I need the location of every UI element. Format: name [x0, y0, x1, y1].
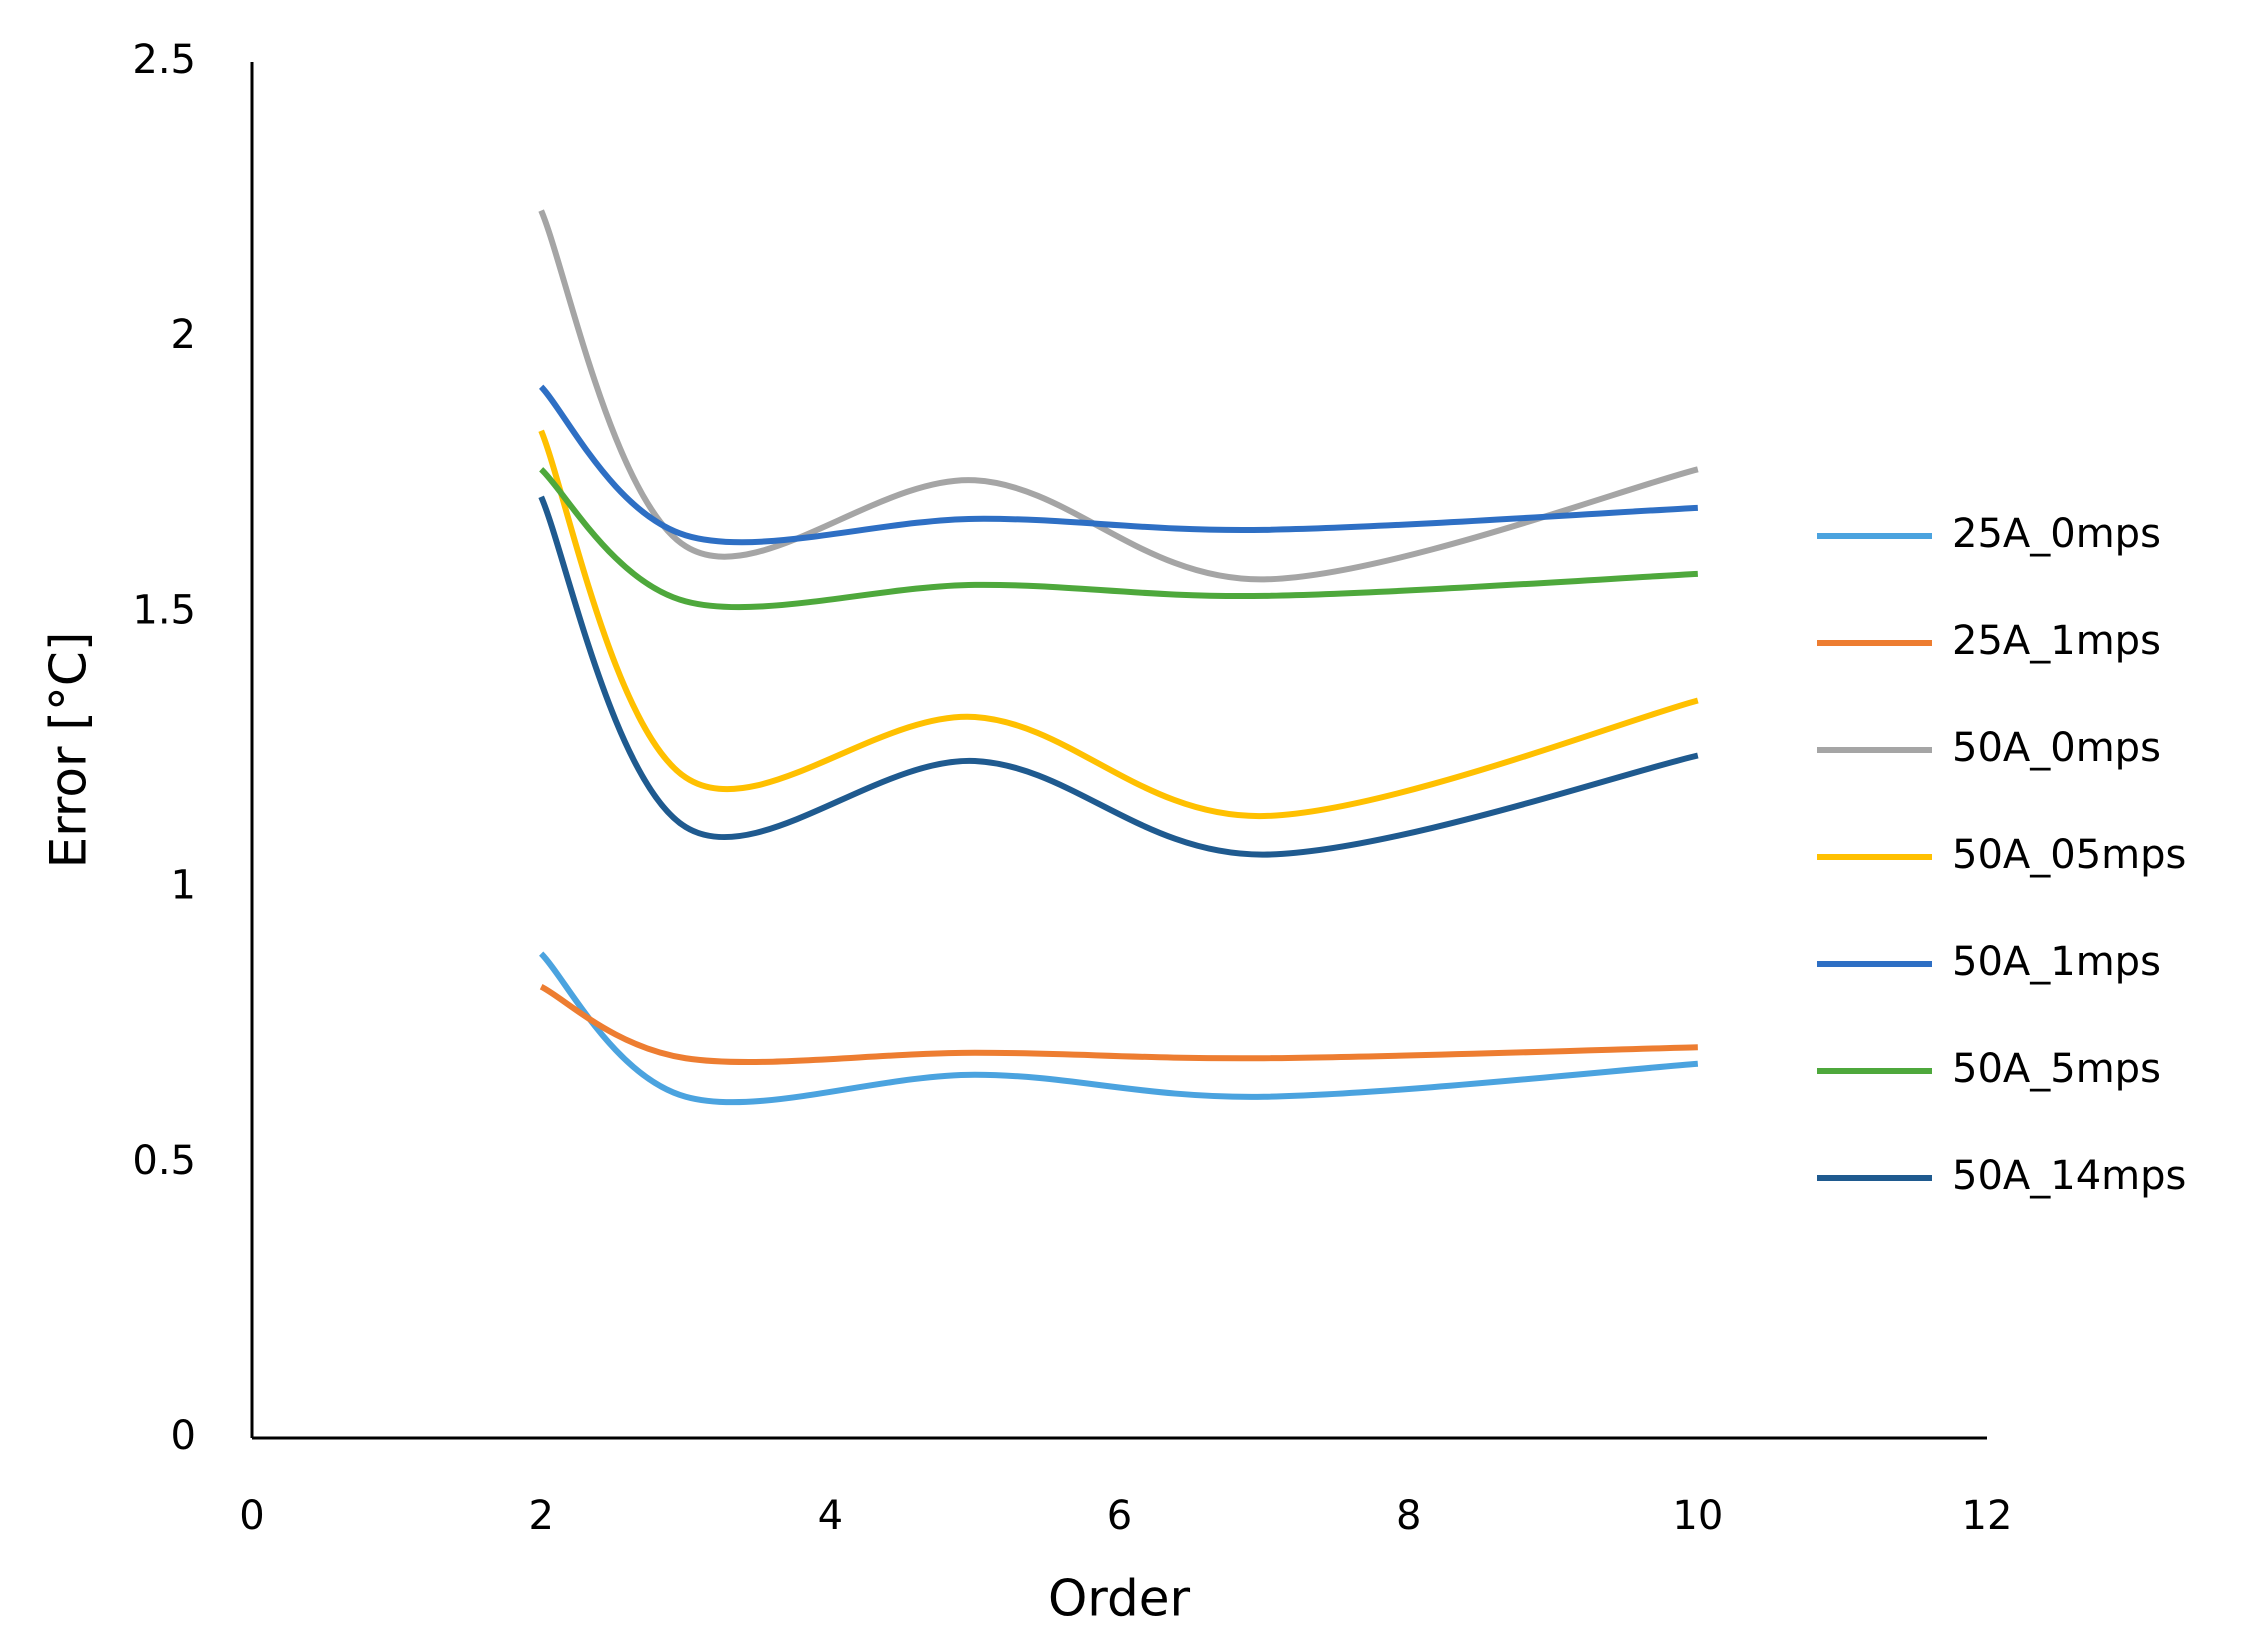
- line-series: [538, 495, 1699, 858]
- legend-label: 50A_0mps: [1952, 725, 2161, 771]
- y-axis-title: Error [°C]: [40, 632, 98, 869]
- x-tick-label: 4: [818, 1493, 843, 1539]
- line-series: [539, 983, 1698, 1065]
- legend-label: 50A_1mps: [1952, 939, 2161, 985]
- legend-label: 25A_1mps: [1952, 618, 2161, 664]
- line-series: [539, 951, 1699, 1106]
- x-tick-label: 10: [1672, 1493, 1723, 1539]
- x-tick-label: 12: [1962, 1493, 2013, 1539]
- y-tick-label: 2: [171, 312, 196, 358]
- y-tick-label: 0.5: [132, 1138, 196, 1184]
- legend-label: 50A_5mps: [1952, 1046, 2161, 1092]
- x-tick-label: 6: [1107, 1493, 1132, 1539]
- x-tick-label: 2: [528, 1493, 553, 1539]
- y-tick-label: 0: [171, 1413, 196, 1459]
- line-series: [539, 467, 1698, 611]
- x-axis-title: Order: [1048, 1570, 1191, 1628]
- legend-label: 50A_05mps: [1952, 832, 2186, 878]
- y-tick-label: 1: [171, 863, 196, 909]
- y-tick-label: 2.5: [132, 37, 196, 83]
- x-tick-label: 0: [239, 1493, 264, 1539]
- legend-label: 50A_14mps: [1952, 1153, 2186, 1199]
- line-series: [538, 429, 1699, 820]
- line-series: [538, 384, 1698, 546]
- x-tick-label: 8: [1396, 1493, 1421, 1539]
- line-series: [538, 209, 1699, 583]
- y-tick-label: 1.5: [132, 587, 196, 633]
- legend-label: 25A_0mps: [1952, 511, 2161, 557]
